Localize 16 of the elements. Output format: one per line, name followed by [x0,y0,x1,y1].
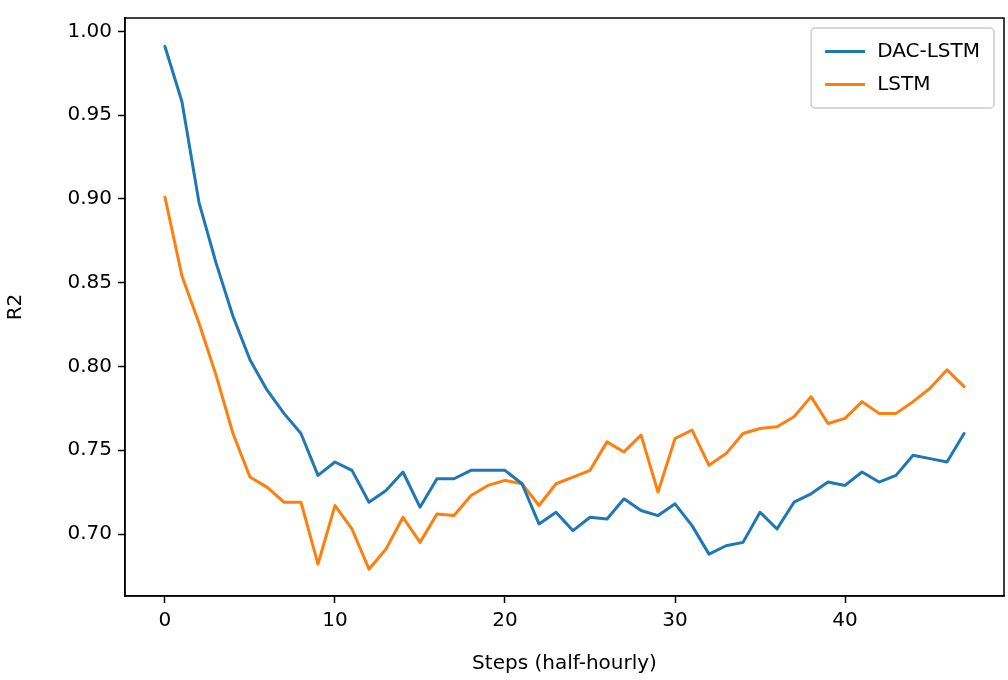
legend-label: LSTM [877,70,931,95]
x-axis-title: Steps (half-hourly) [472,650,657,675]
y-tick-label: 1.00 [67,17,112,42]
y-axis-title: R2 [2,293,27,321]
legend-label: DAC-LSTM [877,37,980,62]
x-tick-label: 40 [832,607,858,632]
y-tick-label: 0.70 [67,520,112,545]
y-tick-label: 0.85 [67,268,112,293]
x-tick-label: 20 [492,607,518,632]
x-tick-label: 30 [662,607,688,632]
y-tick-label: 0.95 [67,101,112,126]
y-tick-label: 0.75 [67,436,112,461]
y-tick-label: 0.80 [67,352,112,377]
x-tick-label: 10 [322,607,348,632]
y-tick-label: 0.90 [67,185,112,210]
x-tick-label: 0 [158,607,172,632]
